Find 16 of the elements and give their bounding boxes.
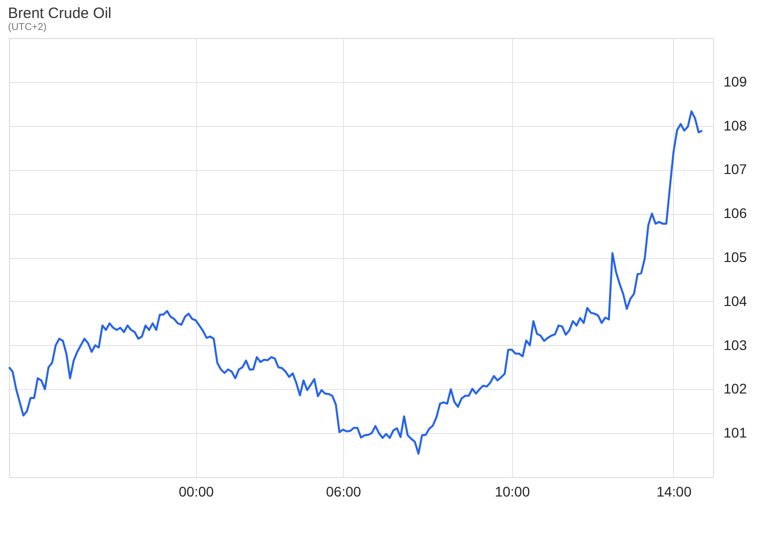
y-tick-label: 101 [724,424,748,441]
y-tick-label: 104 [724,292,748,309]
x-tick-label: 14:00 [656,484,692,500]
chart-title: Brent Crude Oil [8,5,112,22]
x-tick-label: 10:00 [494,484,530,500]
chart-subtitle: (UTC+2) [8,22,47,33]
line-series [8,110,704,455]
y-tick-label: 106 [724,205,748,222]
y-tick-label: 109 [724,73,748,90]
y-tick-label: 105 [724,249,748,265]
x-tick-label: 00:00 [178,484,214,500]
y-tick-label: 108 [724,117,748,134]
y-tick-label: 103 [724,336,748,353]
x-tick-label: 06:00 [326,484,362,500]
y-tick-label: 102 [724,380,748,397]
y-tick-label: 107 [724,161,748,178]
